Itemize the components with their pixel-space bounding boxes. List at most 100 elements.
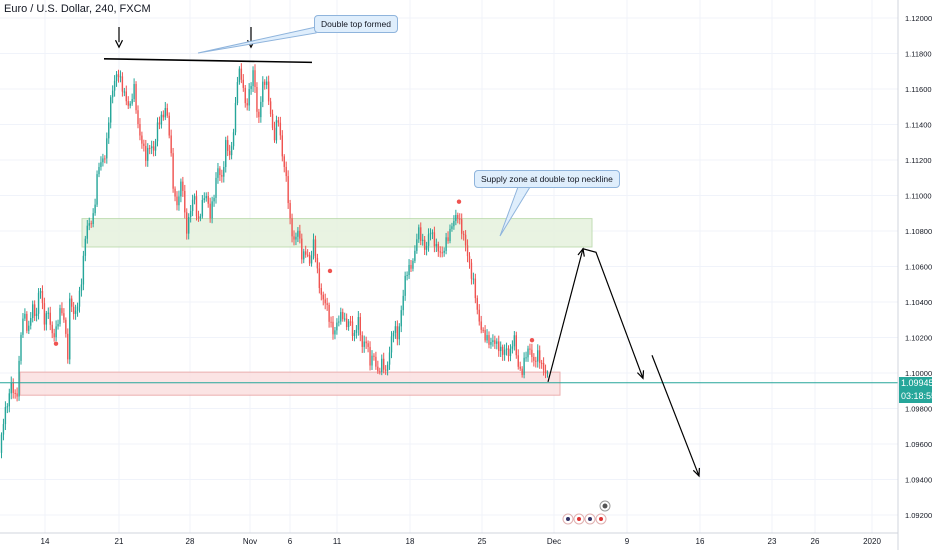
candle-body: [490, 341, 492, 345]
candle-body: [256, 87, 258, 112]
event-group-dot: [602, 503, 608, 509]
candle-body: [289, 203, 291, 219]
candle-body: [158, 122, 161, 125]
candle-body: [441, 252, 443, 254]
candle-body: [383, 358, 385, 370]
candle-body: [205, 196, 207, 199]
x-tick-label: 2020: [863, 537, 881, 546]
candle-body: [470, 262, 473, 279]
candle-body: [375, 356, 377, 367]
candle-body: [86, 225, 88, 239]
double-top-neckline[interactable]: [103, 58, 313, 64]
candle-body: [519, 366, 521, 369]
candle-body: [59, 308, 61, 325]
candle-body: [193, 196, 196, 200]
candle-body: [381, 358, 383, 373]
candle-body: [306, 254, 309, 256]
demand-zone[interactable]: [19, 371, 561, 396]
candle-body: [511, 346, 514, 349]
candle-body: [88, 223, 90, 226]
candle-body: [176, 196, 178, 206]
candle-body: [281, 135, 283, 157]
event-flag-dot: [577, 517, 581, 521]
candle-body: [230, 146, 233, 156]
candle-body: [544, 370, 547, 373]
candle-body: [219, 168, 221, 176]
y-tick-label: 1.09800: [905, 405, 932, 414]
candle-body: [84, 238, 87, 256]
candle-body: [32, 304, 34, 319]
candle-body: [100, 162, 102, 167]
candle-body: [503, 349, 506, 355]
candle-body: [145, 145, 147, 161]
candle-body: [480, 321, 482, 330]
double-top-callout[interactable]: Double top formed: [314, 15, 398, 33]
candle-body: [20, 334, 22, 361]
candle-body: [262, 81, 264, 102]
candle-body: [78, 290, 81, 307]
candle-body: [546, 372, 549, 374]
y-tick-label: 1.11600: [905, 85, 932, 94]
y-tick-label: 1.12000: [905, 14, 932, 23]
candle-body: [472, 278, 475, 280]
candle-body: [425, 245, 428, 250]
event-flag-dot: [599, 517, 603, 521]
candle-body: [98, 166, 100, 175]
candle-body: [57, 324, 59, 327]
candle-body: [47, 312, 49, 314]
candle-body: [240, 68, 243, 80]
projection-path-final[interactable]: [651, 355, 700, 477]
candle-body: [67, 333, 69, 360]
supply-zone-callout[interactable]: Supply zone at double top neckline: [474, 170, 620, 188]
candle-body: [414, 250, 416, 261]
candle-body: [431, 232, 434, 234]
x-tick-label: 23: [768, 537, 777, 546]
candle-body: [451, 226, 453, 229]
candle-body: [147, 147, 149, 161]
candle-body: [104, 158, 106, 160]
candle-body: [507, 348, 510, 357]
candle-body: [318, 268, 321, 289]
candle-body: [61, 308, 63, 314]
candle-body: [55, 326, 57, 338]
candle-body: [143, 143, 145, 146]
candle-body: [236, 82, 239, 103]
candle-body: [345, 318, 348, 328]
top-arrow-head: [114, 39, 124, 49]
candle-body: [529, 348, 531, 350]
current-price-tag: 1.09945: [899, 376, 932, 390]
candle-body: [117, 74, 120, 77]
x-tick-label: 21: [115, 537, 124, 546]
candle-body: [22, 318, 24, 335]
candle-body: [80, 284, 83, 291]
candle-body: [464, 234, 467, 246]
signal-marker: [456, 199, 462, 204]
candle-body: [254, 70, 256, 88]
candle-body: [273, 127, 276, 141]
candle-body: [429, 233, 432, 235]
x-tick-label: 9: [625, 537, 630, 546]
candle-body: [264, 81, 266, 85]
candle-body: [305, 251, 307, 255]
y-tick-label: 1.09600: [905, 440, 932, 449]
candle-body: [6, 406, 9, 408]
candle-body: [396, 326, 399, 340]
candle-body: [303, 251, 305, 260]
candle-body: [312, 239, 315, 256]
candle-body: [150, 146, 153, 149]
candle-body: [371, 355, 373, 366]
candle-body: [92, 213, 94, 225]
supply-zone[interactable]: [81, 218, 593, 248]
candle-body: [14, 392, 16, 394]
x-tick-label: 6: [288, 537, 293, 546]
candle-body: [410, 265, 412, 269]
candle-body: [108, 122, 110, 139]
candle-body: [26, 313, 28, 331]
candle-body: [266, 81, 268, 85]
projection-path[interactable]: [547, 248, 644, 383]
candle-body: [449, 228, 451, 242]
candle-body: [33, 304, 36, 317]
double-top-callout-pointer: [197, 26, 317, 54]
y-tick-label: 1.10200: [905, 334, 932, 343]
